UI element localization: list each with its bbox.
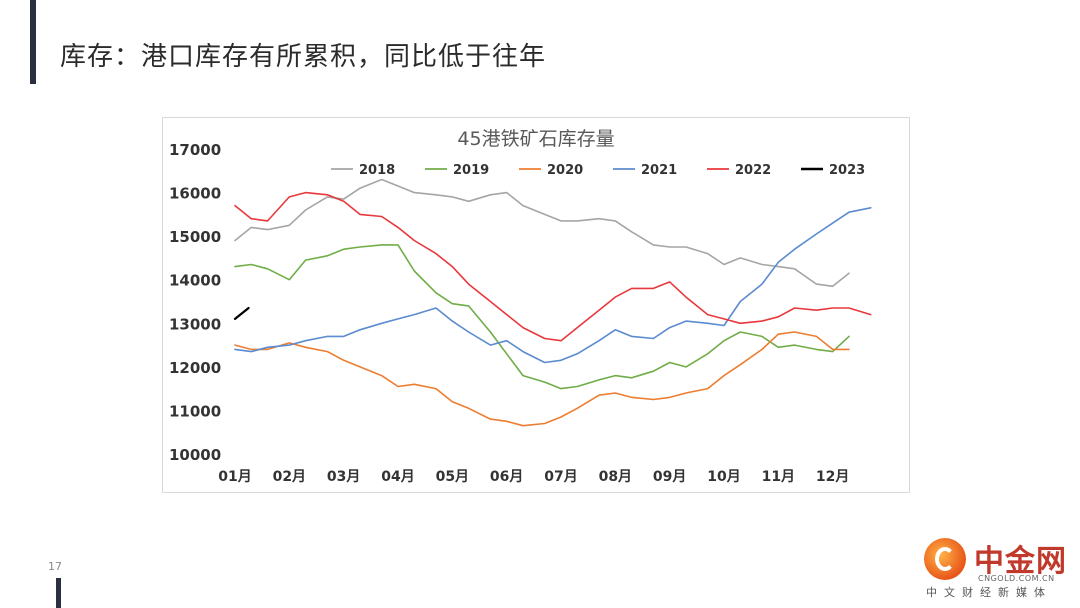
x-tick-label: 03月 [327, 469, 360, 485]
y-tick-label: 15000 [169, 228, 221, 246]
legend-label: 2018 [359, 163, 395, 178]
legend-label: 2023 [829, 163, 865, 178]
footer-accent-bar [56, 578, 61, 608]
y-tick-label: 16000 [169, 185, 221, 203]
x-tick-label: 02月 [273, 469, 306, 485]
logo-url: CNGOLD.COM.CN [978, 574, 1055, 583]
page-number: 17 [48, 560, 62, 573]
series-line-2020 [234, 331, 850, 427]
legend-label: 2022 [735, 163, 771, 178]
slide-title: 库存：港口库存有所累积，同比低于往年 [60, 42, 547, 72]
x-tick-label: 07月 [544, 469, 577, 485]
x-tick-label: 08月 [599, 469, 632, 485]
series-line-2021 [234, 207, 872, 364]
y-tick-label: 11000 [169, 402, 221, 420]
legend-label: 2019 [453, 163, 489, 178]
chart-container: 45港铁矿石库存量 10000 11000 12000 13000 14000 15000 1… [162, 117, 910, 493]
logo-icon [924, 538, 966, 580]
logo-name: 中金网 [974, 544, 1067, 579]
x-tick-label: 04月 [381, 469, 414, 485]
y-tick-label: 13000 [169, 315, 221, 333]
x-tick-label: 09月 [653, 469, 686, 485]
logo-slogan: 中文财经新媒体 [926, 586, 1052, 599]
x-tick-label: 12月 [816, 469, 849, 485]
series-line-2023 [233, 306, 250, 320]
x-tick-label: 06月 [490, 469, 523, 485]
y-tick-label: 10000 [169, 446, 221, 464]
logo: 中金网 CNGOLD.COM.CN 中文财经新媒体 [912, 530, 1080, 608]
iron-ore-inventory-chart: 45港铁矿石库存量 10000 11000 12000 13000 14000 15000 1… [169, 128, 872, 485]
x-tick-label: 05月 [436, 469, 469, 485]
x-tick-label: 10月 [707, 469, 740, 485]
chart-title: 45港铁矿石库存量 [457, 128, 614, 150]
y-tick-label: 14000 [169, 272, 221, 290]
y-tick-label: 17000 [169, 141, 221, 159]
series-line-2019 [234, 244, 850, 390]
title-accent-bar [30, 0, 36, 84]
series-line-2022 [234, 191, 872, 342]
y-tick-label: 12000 [169, 359, 221, 377]
legend-label: 2020 [547, 163, 583, 178]
legend-label: 2021 [641, 163, 677, 178]
x-tick-label: 01月 [218, 469, 251, 485]
x-tick-label: 11月 [762, 469, 795, 485]
